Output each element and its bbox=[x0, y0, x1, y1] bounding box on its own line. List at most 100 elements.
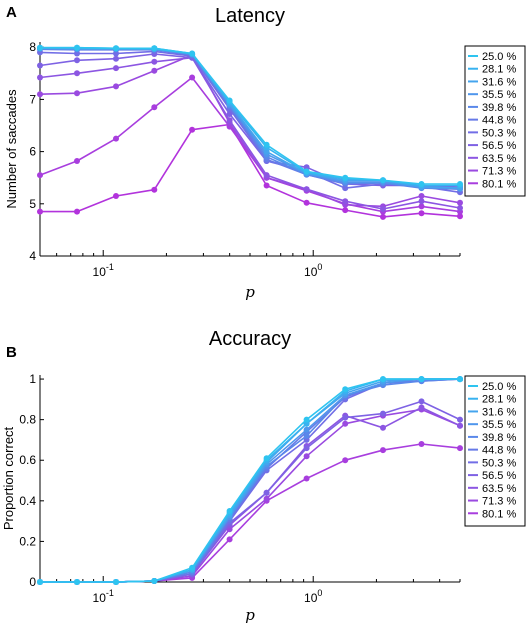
legend-entry: 28.1 % bbox=[482, 394, 516, 406]
data-point bbox=[342, 174, 349, 181]
series-group bbox=[37, 44, 463, 220]
data-point bbox=[37, 91, 43, 98]
data-point bbox=[418, 441, 425, 447]
data-point bbox=[37, 172, 43, 179]
data-point bbox=[113, 65, 119, 72]
legend-entry: 80.1 % bbox=[482, 508, 516, 520]
data-point bbox=[226, 117, 233, 124]
y-tick-label: 8 bbox=[29, 40, 36, 54]
data-point bbox=[303, 432, 310, 439]
legend-entry: 63.5 % bbox=[482, 153, 516, 165]
data-point bbox=[303, 164, 310, 171]
legend-entry: 50.3 % bbox=[482, 127, 516, 139]
data-point bbox=[74, 208, 80, 215]
legend-entry: 56.5 % bbox=[482, 470, 516, 482]
data-point bbox=[418, 210, 425, 217]
x-axis-label: p bbox=[245, 283, 255, 301]
data-point bbox=[380, 177, 386, 184]
data-point bbox=[226, 508, 233, 514]
data-point bbox=[113, 193, 119, 199]
legend-entry: 25.0 % bbox=[482, 381, 516, 393]
y-tick-label: 0.8 bbox=[19, 413, 36, 427]
legend-entry: 80.1 % bbox=[482, 178, 516, 190]
data-point bbox=[342, 420, 349, 427]
data-point bbox=[226, 111, 233, 117]
data-point bbox=[74, 70, 80, 77]
data-point bbox=[342, 386, 349, 393]
data-point bbox=[303, 445, 310, 452]
legend-entry: 44.8 % bbox=[482, 115, 516, 127]
data-point bbox=[457, 181, 463, 187]
data-point bbox=[380, 376, 386, 383]
chart-panel-b: B Accuracy 0 0.2 0.4 0.6 0.8 1 10-1 100 p Proportio… bbox=[1, 328, 526, 624]
series-line bbox=[40, 408, 461, 583]
data-point bbox=[189, 564, 196, 571]
legend-entry: 31.6 % bbox=[482, 406, 516, 418]
y-tick-label: 0 bbox=[29, 575, 36, 589]
legend: 25.0 %28.1 %31.6 %35.5 %39.8 %44.8 %50.3… bbox=[464, 375, 526, 527]
data-point bbox=[151, 45, 158, 52]
data-point bbox=[303, 426, 310, 433]
data-point bbox=[113, 83, 119, 90]
data-point bbox=[380, 447, 386, 454]
data-point bbox=[457, 416, 463, 423]
data-point bbox=[303, 475, 310, 482]
data-point bbox=[380, 206, 386, 212]
panel-letter: B bbox=[6, 344, 17, 361]
data-point bbox=[226, 536, 233, 543]
data-point bbox=[303, 416, 310, 423]
legend-entry: 63.5 % bbox=[482, 483, 516, 495]
legend-entry: 35.5 % bbox=[482, 89, 516, 101]
data-point bbox=[74, 44, 80, 51]
data-point bbox=[37, 62, 43, 69]
data-point bbox=[151, 104, 158, 111]
series-line bbox=[40, 378, 460, 583]
legend-entry: 31.6 % bbox=[482, 76, 516, 88]
data-point bbox=[303, 186, 310, 193]
data-point bbox=[342, 198, 349, 205]
data-point bbox=[418, 181, 425, 187]
data-point bbox=[380, 213, 386, 220]
legend-entry: 71.3 % bbox=[482, 166, 516, 178]
data-point bbox=[303, 420, 310, 427]
data-point bbox=[226, 97, 233, 104]
data-point bbox=[113, 579, 119, 585]
data-point bbox=[263, 141, 270, 148]
legend-entry: 35.5 % bbox=[482, 419, 516, 431]
data-point bbox=[74, 57, 80, 64]
legend-entry: 56.5 % bbox=[482, 140, 516, 152]
legend-entry: 28.1 % bbox=[482, 64, 516, 76]
data-point bbox=[263, 172, 270, 179]
data-point bbox=[342, 185, 349, 192]
data-point bbox=[418, 404, 425, 411]
chart-panel-a: A Latency 4 5 6 7 8 10-1 100 p Number of saccades 2… bbox=[4, 4, 526, 301]
data-point bbox=[418, 193, 425, 199]
data-point bbox=[457, 213, 463, 220]
series-line bbox=[40, 406, 461, 583]
legend: 25.0 %28.1 %31.6 %35.5 %39.8 %44.8 %50.3… bbox=[464, 45, 526, 197]
data-point bbox=[151, 578, 158, 584]
y-tick-label: 4 bbox=[29, 249, 36, 263]
series-line bbox=[39, 54, 461, 208]
legend-entry: 39.8 % bbox=[482, 432, 516, 444]
x-tick-label: 10-1 bbox=[93, 588, 114, 605]
y-tick-label: 6 bbox=[29, 145, 36, 159]
data-point bbox=[263, 148, 270, 155]
y-axis-label: Number of saccades bbox=[4, 89, 19, 209]
x-tick-label: 10-1 bbox=[93, 262, 114, 279]
x-axis-label: p bbox=[245, 606, 255, 624]
series-line bbox=[39, 53, 461, 188]
data-point bbox=[457, 422, 463, 429]
series-line bbox=[40, 123, 461, 218]
y-tick-label: 0.6 bbox=[19, 453, 36, 467]
data-point bbox=[342, 207, 349, 214]
legend-entry: 50.3 % bbox=[482, 457, 516, 469]
data-point bbox=[303, 199, 310, 206]
data-point bbox=[189, 126, 196, 133]
data-point bbox=[113, 45, 119, 52]
data-point bbox=[189, 50, 196, 57]
data-point bbox=[151, 67, 158, 74]
data-point bbox=[151, 58, 158, 65]
data-point bbox=[151, 186, 158, 193]
